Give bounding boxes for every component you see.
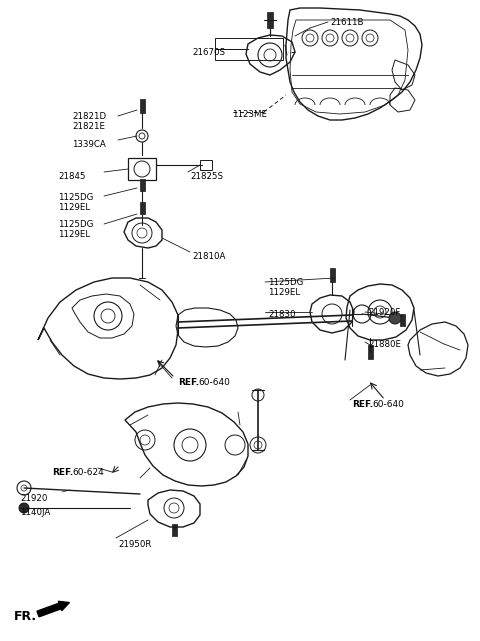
Text: REF.: REF. xyxy=(52,468,73,477)
Text: 21611B: 21611B xyxy=(330,18,363,27)
Text: REF.: REF. xyxy=(178,378,199,387)
Circle shape xyxy=(389,312,401,324)
Text: REF.: REF. xyxy=(352,400,373,409)
Text: 1129EL: 1129EL xyxy=(268,288,300,297)
Text: 21810A: 21810A xyxy=(192,252,226,261)
Text: 21845: 21845 xyxy=(58,172,85,181)
Text: 60-640: 60-640 xyxy=(198,378,230,387)
Text: FR.: FR. xyxy=(14,610,37,623)
Text: 1123ME: 1123ME xyxy=(232,110,267,119)
Text: 21821E: 21821E xyxy=(72,122,105,131)
Text: 1129EL: 1129EL xyxy=(58,203,90,212)
Bar xyxy=(329,268,335,282)
Text: 21920: 21920 xyxy=(20,494,48,503)
Text: 21825S: 21825S xyxy=(190,172,223,181)
Text: 1140JA: 1140JA xyxy=(20,508,50,517)
Text: 1339CA: 1339CA xyxy=(72,140,106,149)
Bar xyxy=(368,345,372,359)
Bar xyxy=(200,160,212,170)
Circle shape xyxy=(19,503,29,513)
Text: 21670S: 21670S xyxy=(192,48,225,57)
Bar xyxy=(171,524,177,536)
Text: 60-624: 60-624 xyxy=(72,468,104,477)
Text: 21821D: 21821D xyxy=(72,112,106,121)
Bar xyxy=(140,179,144,191)
Text: 1125DG: 1125DG xyxy=(268,278,303,287)
Text: 21920F: 21920F xyxy=(368,308,400,317)
Text: 1125DG: 1125DG xyxy=(58,193,94,202)
Text: 21880E: 21880E xyxy=(368,340,401,349)
Text: 21830: 21830 xyxy=(268,310,296,319)
Bar xyxy=(215,38,283,60)
Bar xyxy=(399,314,405,326)
Bar xyxy=(140,99,144,113)
Bar xyxy=(128,158,156,180)
Bar xyxy=(140,202,144,214)
Bar xyxy=(267,12,273,28)
Text: 21950R: 21950R xyxy=(118,540,151,549)
FancyArrow shape xyxy=(37,601,70,617)
Text: 1125DG: 1125DG xyxy=(58,220,94,229)
Text: 1129EL: 1129EL xyxy=(58,230,90,239)
Text: 60-640: 60-640 xyxy=(372,400,404,409)
